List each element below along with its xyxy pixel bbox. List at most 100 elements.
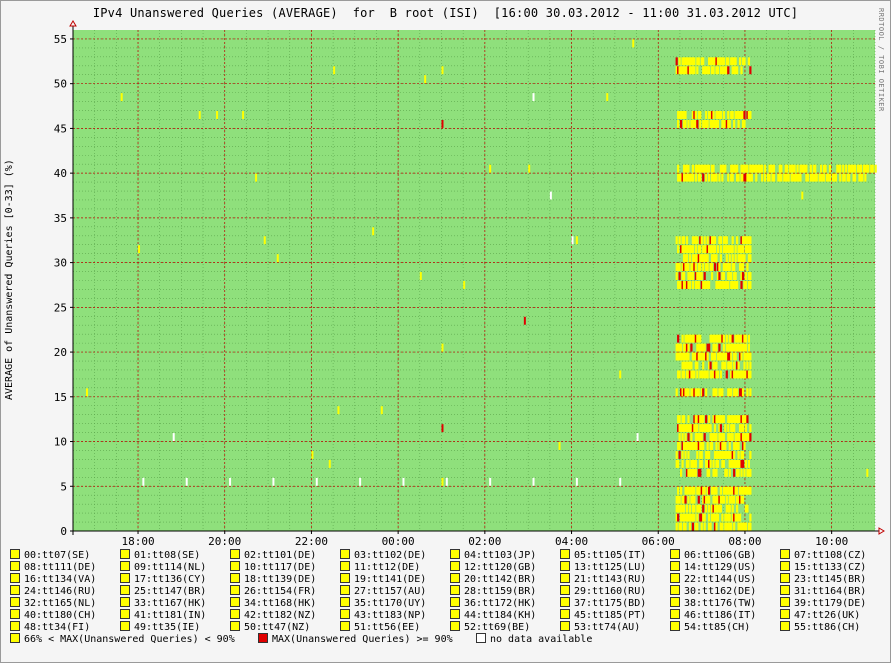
mid-unanswered-mark bbox=[734, 442, 737, 450]
mid-unanswered-mark bbox=[737, 361, 740, 370]
mid-unanswered-mark bbox=[740, 522, 743, 531]
mid-unanswered-mark bbox=[690, 57, 693, 66]
mid-unanswered-mark bbox=[691, 66, 694, 75]
mid-unanswered-mark bbox=[708, 173, 711, 182]
mid-unanswered-mark bbox=[734, 388, 737, 397]
legend-label: 19:tt141(DE) bbox=[354, 574, 427, 585]
mid-unanswered-mark bbox=[687, 281, 690, 289]
mid-unanswered-mark bbox=[771, 164, 774, 173]
mid-unanswered-mark bbox=[709, 459, 712, 468]
mid-unanswered-mark bbox=[677, 352, 680, 361]
mid-unanswered-mark bbox=[690, 173, 693, 182]
mid-unanswered-mark bbox=[699, 343, 702, 352]
mid-unanswered-mark bbox=[721, 522, 724, 531]
mid-unanswered-mark bbox=[693, 370, 696, 379]
mid-unanswered-mark bbox=[741, 173, 745, 182]
mid-unanswered-mark bbox=[706, 236, 709, 245]
mid-unanswered-mark bbox=[263, 236, 266, 245]
mid-unanswered-mark bbox=[736, 513, 739, 522]
mid-unanswered-mark bbox=[705, 66, 708, 75]
mid-unanswered-mark bbox=[706, 254, 709, 263]
mid-unanswered-mark bbox=[716, 334, 720, 343]
mid-unanswered-mark bbox=[741, 433, 745, 442]
mid-unanswered-mark bbox=[852, 173, 855, 182]
no-data-mark bbox=[532, 477, 535, 486]
legend-label: 00:tt07(SE) bbox=[24, 550, 91, 561]
mid-unanswered-mark bbox=[688, 254, 692, 263]
mid-unanswered-mark bbox=[678, 173, 681, 182]
mid-unanswered-mark bbox=[721, 66, 724, 75]
high-unanswered-mark bbox=[727, 352, 730, 361]
y-tick-label: 30 bbox=[54, 257, 67, 270]
mid-unanswered-mark bbox=[738, 433, 742, 442]
high-unanswered-mark bbox=[699, 468, 702, 477]
mid-unanswered-mark bbox=[687, 424, 690, 433]
mid-unanswered-mark bbox=[721, 433, 724, 442]
mid-unanswered-mark bbox=[703, 424, 706, 433]
mid-unanswered-mark bbox=[727, 245, 730, 254]
mid-unanswered-mark bbox=[716, 450, 720, 459]
high-unanswered-mark bbox=[688, 370, 692, 379]
mid-unanswered-mark bbox=[715, 370, 718, 379]
mid-unanswered-mark bbox=[736, 388, 739, 397]
mid-unanswered-mark bbox=[681, 66, 684, 75]
mid-unanswered-mark bbox=[712, 245, 715, 254]
mid-unanswered-mark bbox=[712, 415, 715, 424]
mid-unanswered-mark bbox=[744, 433, 748, 442]
mid-unanswered-mark bbox=[693, 119, 696, 128]
mid-unanswered-mark bbox=[749, 164, 752, 173]
mid-unanswered-mark bbox=[734, 334, 737, 343]
mid-unanswered-mark bbox=[728, 495, 731, 504]
high-unanswered-mark bbox=[713, 370, 717, 379]
mid-unanswered-mark bbox=[796, 164, 799, 173]
mid-unanswered-mark bbox=[744, 272, 748, 280]
high-unanswered-mark bbox=[710, 111, 714, 119]
mid-unanswered-mark bbox=[700, 433, 703, 442]
mid-unanswered-mark bbox=[747, 468, 751, 477]
mid-unanswered-mark bbox=[805, 164, 808, 173]
mid-unanswered-mark bbox=[715, 468, 718, 477]
mid-unanswered-mark bbox=[696, 442, 699, 450]
mid-unanswered-mark bbox=[694, 424, 697, 433]
mid-unanswered-mark bbox=[725, 57, 728, 66]
mid-unanswered-mark bbox=[715, 522, 718, 531]
legend-label: 07:tt108(CZ) bbox=[794, 550, 867, 561]
mid-unanswered-mark bbox=[786, 164, 789, 173]
mid-unanswered-mark bbox=[846, 173, 849, 182]
high-unanswered-mark bbox=[713, 415, 717, 424]
mid-unanswered-mark bbox=[708, 245, 711, 254]
mid-unanswered-mark bbox=[684, 173, 687, 182]
high-unanswered-mark bbox=[675, 57, 678, 66]
mid-unanswered-mark bbox=[796, 173, 799, 182]
mid-unanswered-mark bbox=[743, 522, 746, 531]
mid-unanswered-mark bbox=[731, 173, 734, 182]
mid-unanswered-mark bbox=[731, 164, 734, 173]
mid-unanswered-mark bbox=[746, 164, 749, 173]
mid-unanswered-mark bbox=[733, 343, 736, 352]
legend-swatch bbox=[340, 609, 350, 619]
legend-label: 36:tt172(HK) bbox=[464, 598, 537, 609]
mid-unanswered-mark bbox=[724, 236, 727, 245]
mid-unanswered-mark bbox=[727, 361, 730, 370]
legend-item: 54:tt85(CH) bbox=[670, 621, 750, 634]
mid-unanswered-mark bbox=[744, 459, 748, 468]
mid-unanswered-mark bbox=[697, 343, 700, 352]
mid-unanswered-mark bbox=[684, 388, 687, 397]
mid-unanswered-mark bbox=[690, 424, 693, 433]
high-unanswered-mark bbox=[693, 415, 696, 424]
mid-unanswered-mark bbox=[743, 164, 746, 173]
legend-item: 30:tt162(DE) bbox=[670, 585, 756, 598]
mid-unanswered-mark bbox=[738, 343, 742, 352]
no-data-mark bbox=[142, 477, 145, 486]
mid-unanswered-mark bbox=[708, 111, 711, 119]
mid-unanswered-mark bbox=[725, 254, 728, 263]
mid-unanswered-mark bbox=[736, 236, 739, 245]
mid-unanswered-mark bbox=[749, 272, 752, 280]
mid-unanswered-mark bbox=[820, 164, 823, 173]
mid-unanswered-mark bbox=[681, 57, 684, 66]
mid-unanswered-mark bbox=[709, 522, 712, 531]
mid-unanswered-mark bbox=[706, 442, 709, 450]
mid-unanswered-mark bbox=[716, 504, 720, 513]
legend-label: 30:tt162(DE) bbox=[684, 586, 757, 597]
legend-label: 28:tt159(BR) bbox=[464, 586, 537, 597]
